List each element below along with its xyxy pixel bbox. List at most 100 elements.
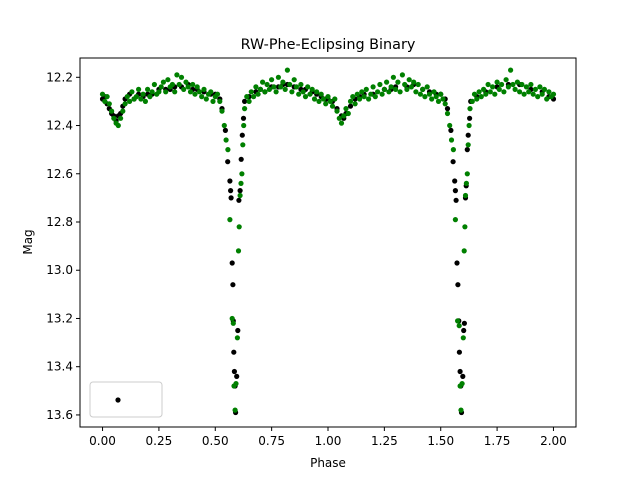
data-point bbox=[508, 67, 514, 73]
data-point bbox=[386, 89, 392, 95]
data-point bbox=[169, 81, 175, 88]
y-tick-label: 12.6 bbox=[46, 167, 73, 181]
data-point bbox=[404, 86, 410, 92]
data-point bbox=[544, 96, 550, 102]
data-point bbox=[257, 86, 263, 92]
x-tick-label: 0.75 bbox=[258, 434, 285, 448]
data-point bbox=[158, 84, 164, 90]
data-point bbox=[242, 98, 248, 104]
data-point bbox=[402, 81, 408, 88]
data-point bbox=[494, 79, 500, 85]
data-point bbox=[539, 91, 545, 97]
data-point bbox=[147, 94, 153, 100]
data-point bbox=[314, 89, 320, 95]
data-point bbox=[296, 91, 302, 97]
data-point bbox=[454, 260, 460, 266]
data-point bbox=[363, 86, 369, 92]
data-point bbox=[124, 94, 130, 100]
y-tick-label: 12.2 bbox=[46, 70, 73, 84]
y-axis-label: Mag bbox=[21, 229, 35, 254]
data-point bbox=[311, 96, 318, 102]
data-point bbox=[242, 106, 248, 112]
data-point bbox=[309, 86, 315, 92]
data-point bbox=[235, 248, 242, 254]
data-point bbox=[440, 96, 446, 102]
data-point bbox=[366, 96, 372, 102]
data-point bbox=[178, 74, 185, 80]
y-tick-label: 12.8 bbox=[46, 215, 73, 229]
data-point bbox=[444, 110, 451, 117]
data-point bbox=[485, 81, 491, 88]
data-point bbox=[377, 81, 383, 88]
data-point bbox=[291, 77, 297, 83]
data-point bbox=[521, 91, 527, 97]
data-point bbox=[194, 84, 200, 90]
data-point bbox=[127, 98, 133, 104]
data-point bbox=[481, 86, 487, 92]
data-point bbox=[465, 142, 471, 148]
data-point bbox=[537, 84, 543, 90]
data-point bbox=[236, 224, 242, 230]
data-point bbox=[505, 84, 511, 90]
data-point bbox=[269, 77, 275, 83]
data-point bbox=[115, 122, 121, 129]
data-point bbox=[375, 89, 381, 95]
data-point bbox=[271, 84, 277, 90]
data-point bbox=[465, 132, 471, 138]
data-point bbox=[464, 171, 470, 177]
data-point bbox=[160, 79, 166, 85]
data-point bbox=[444, 106, 451, 112]
data-point bbox=[230, 282, 236, 288]
data-point bbox=[222, 127, 228, 133]
data-point bbox=[431, 89, 437, 95]
data-point bbox=[501, 89, 507, 95]
x-tick-label: 0.00 bbox=[89, 434, 116, 448]
data-point bbox=[138, 96, 144, 102]
data-point bbox=[235, 327, 241, 334]
data-point bbox=[447, 122, 453, 129]
data-point bbox=[163, 89, 169, 95]
data-point bbox=[413, 89, 419, 95]
data-point bbox=[384, 79, 390, 85]
data-point bbox=[190, 81, 196, 88]
data-point bbox=[278, 84, 284, 90]
x-tick-label: 2.00 bbox=[540, 434, 567, 448]
data-point bbox=[523, 84, 530, 90]
data-point bbox=[463, 180, 469, 186]
data-point bbox=[320, 96, 327, 102]
data-point bbox=[422, 94, 428, 100]
data-point bbox=[345, 110, 351, 117]
x-axis-ticks: 0.00 0.25 0.50 0.75 1.00 1.25 1.50 1.75 2.00 bbox=[89, 427, 567, 448]
data-point bbox=[156, 89, 162, 95]
data-point bbox=[221, 122, 227, 129]
data-point bbox=[426, 91, 433, 97]
data-point bbox=[300, 89, 306, 95]
data-point bbox=[352, 101, 358, 107]
data-point bbox=[453, 197, 459, 203]
data-point bbox=[456, 323, 462, 329]
data-point bbox=[541, 86, 548, 92]
data-point bbox=[231, 368, 237, 375]
x-axis-label: Phase bbox=[310, 456, 346, 470]
data-point bbox=[460, 373, 466, 379]
data-point bbox=[466, 122, 472, 129]
data-point bbox=[526, 89, 532, 95]
data-point bbox=[433, 94, 439, 100]
data-point bbox=[361, 94, 367, 100]
data-point bbox=[372, 94, 378, 100]
data-point bbox=[248, 89, 254, 95]
data-point bbox=[99, 91, 106, 97]
data-point bbox=[181, 86, 187, 92]
data-point bbox=[435, 98, 442, 104]
data-point bbox=[528, 81, 534, 88]
data-point bbox=[461, 248, 467, 254]
data-point bbox=[149, 89, 155, 95]
data-point bbox=[487, 89, 493, 95]
data-point bbox=[183, 79, 189, 85]
data-point bbox=[293, 84, 299, 90]
data-point bbox=[390, 74, 396, 80]
data-point bbox=[289, 89, 295, 95]
data-point bbox=[210, 98, 216, 104]
data-point bbox=[238, 156, 244, 162]
series-1 bbox=[99, 67, 557, 413]
